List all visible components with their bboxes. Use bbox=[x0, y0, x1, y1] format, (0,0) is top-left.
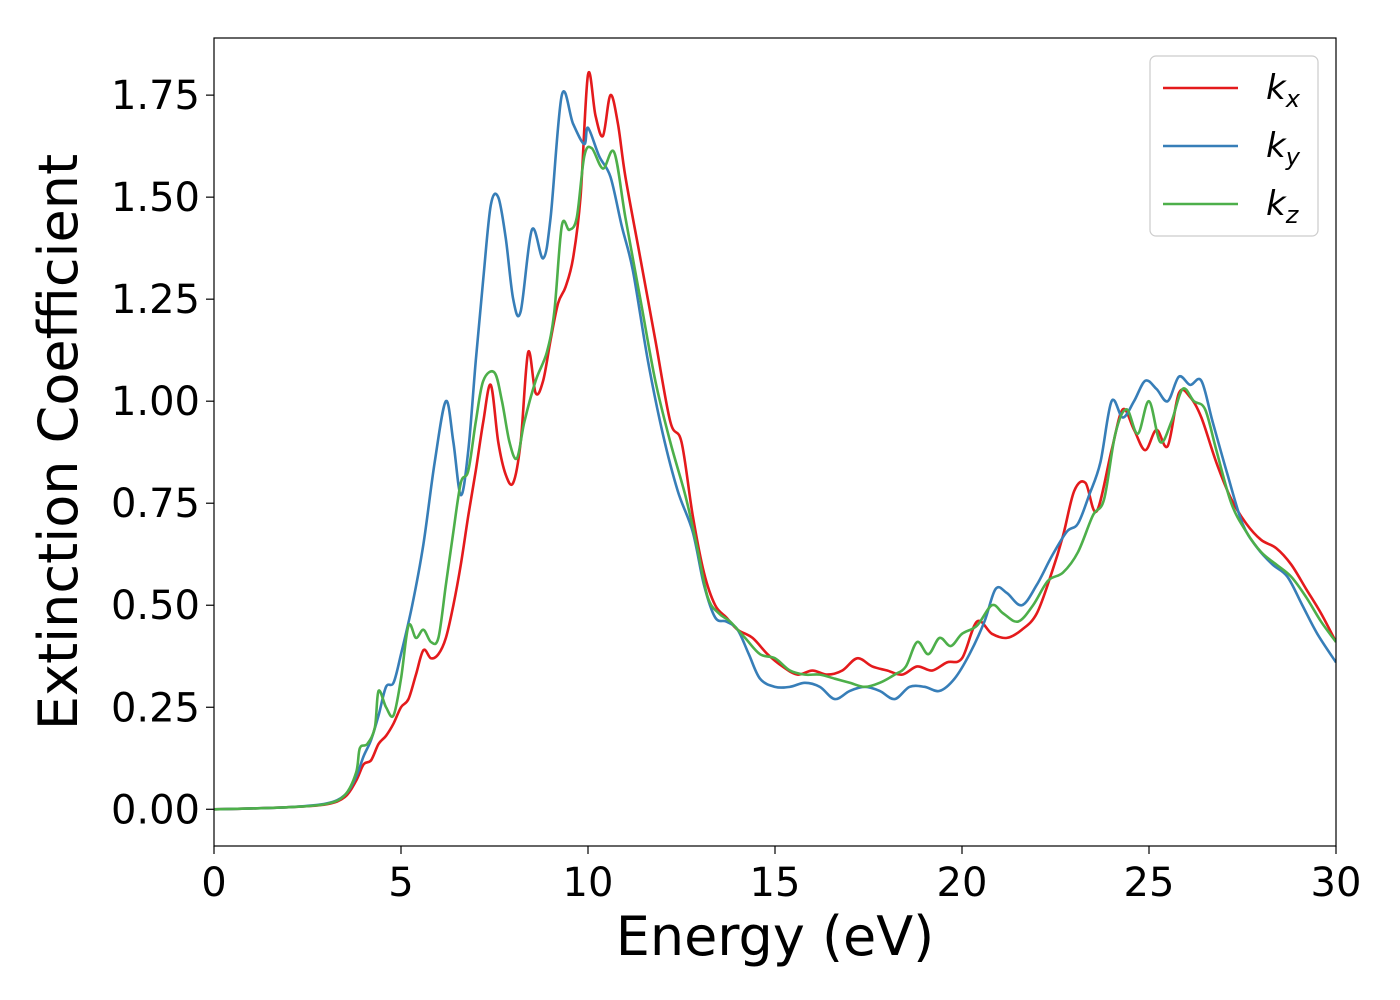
y-tick-label: 1.00 bbox=[111, 379, 200, 425]
y-tick-label: 0.25 bbox=[111, 685, 200, 731]
x-tick-label: 25 bbox=[1124, 860, 1175, 906]
x-tick-label: 20 bbox=[937, 860, 988, 906]
x-tick-label: 5 bbox=[388, 860, 413, 906]
legend-label: ky bbox=[1266, 126, 1301, 171]
x-tick-label: 10 bbox=[563, 860, 614, 906]
legend: kx ky kz bbox=[1149, 55, 1319, 237]
y-tick-label: 0.50 bbox=[111, 583, 200, 629]
x-axis: 0 5 10 15 20 25 30 bbox=[201, 846, 1361, 906]
series-layer bbox=[214, 70, 1336, 811]
y-axis: 0.00 0.25 0.50 0.75 1.00 1.25 1.50 1.75 bbox=[111, 73, 214, 833]
y-axis-label: Extinction Coefficient bbox=[27, 154, 90, 730]
x-axis-label: Energy (eV) bbox=[616, 905, 935, 968]
x-tick-label: 0 bbox=[201, 860, 226, 906]
y-tick-label: 1.75 bbox=[111, 73, 200, 119]
y-tick-label: 0.00 bbox=[111, 787, 200, 833]
y-tick-label: 1.25 bbox=[111, 277, 200, 323]
series-line-kz bbox=[214, 145, 1336, 811]
legend-label: kz bbox=[1266, 184, 1300, 229]
y-tick-label: 1.50 bbox=[111, 175, 200, 221]
x-tick-label: 15 bbox=[750, 860, 801, 906]
x-tick-label: 30 bbox=[1311, 860, 1362, 906]
y-tick-label: 0.75 bbox=[111, 481, 200, 527]
legend-label: kx bbox=[1266, 68, 1301, 113]
series-line-ky bbox=[214, 90, 1336, 811]
